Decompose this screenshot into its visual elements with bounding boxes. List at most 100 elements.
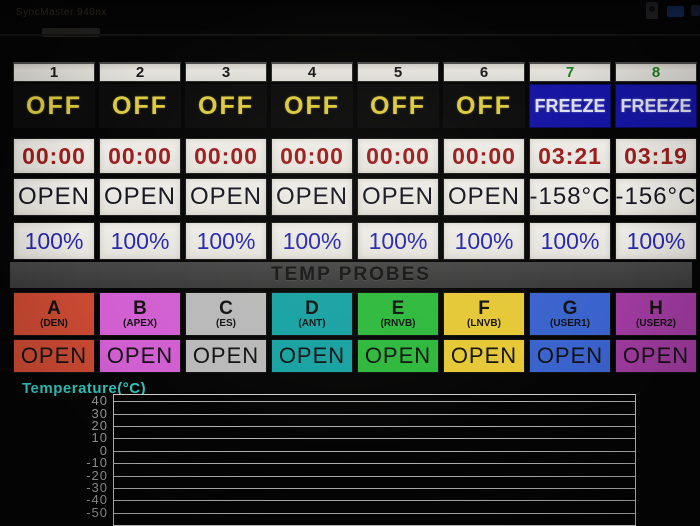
channel-number-header[interactable]: 1 bbox=[13, 62, 95, 82]
probe-site-label: (USER2) bbox=[635, 317, 676, 329]
channel-column: 4 OFF 00:00 OPEN 100% bbox=[271, 62, 353, 260]
probe-site-label: (ANT) bbox=[298, 317, 326, 329]
probe-temperature-readout: OPEN bbox=[443, 339, 525, 373]
bezel-edge bbox=[0, 34, 700, 36]
channel-intensity-readout: 100% bbox=[443, 222, 525, 260]
channel-intensity-readout: 100% bbox=[13, 222, 95, 260]
probe-site-label: (APEX) bbox=[123, 317, 157, 329]
probe-temperature-readout: OPEN bbox=[615, 339, 697, 373]
bezel-glare bbox=[42, 28, 100, 37]
channel-status-button[interactable]: OFF bbox=[443, 84, 525, 128]
channel-intensity-readout: 100% bbox=[357, 222, 439, 260]
channel-number-header[interactable]: 6 bbox=[443, 62, 525, 82]
channel-column: 1 OFF 00:00 OPEN 100% bbox=[13, 62, 95, 260]
channel-status-button[interactable]: OFF bbox=[357, 84, 439, 128]
probe-column: B (APEX) OPEN bbox=[99, 292, 181, 373]
channel-status-button[interactable]: OFF bbox=[99, 84, 181, 128]
channel-status-button[interactable]: OFF bbox=[13, 84, 95, 128]
chart-y-tick-label: 40 bbox=[91, 393, 108, 409]
chart-gridline bbox=[114, 401, 635, 403]
probe-site-label: (DEN) bbox=[40, 317, 68, 329]
probe-column: H (USER2) OPEN bbox=[615, 292, 697, 373]
temp-probes-section-header: TEMP PROBES bbox=[10, 262, 692, 288]
probe-letter: H bbox=[649, 297, 663, 319]
channel-timer-readout: 00:00 bbox=[443, 138, 525, 174]
channel-number-header[interactable]: 2 bbox=[99, 62, 181, 82]
probe-column: F (LNVB) OPEN bbox=[443, 292, 525, 373]
probe-header-button[interactable]: A (DEN) bbox=[13, 292, 95, 336]
photo-overlay-badge-2 bbox=[691, 5, 700, 16]
channel-timer-readout: 00:00 bbox=[13, 138, 95, 174]
chart-plot-area bbox=[113, 394, 636, 526]
monitor-brand-label: SyncMaster 940nx bbox=[16, 7, 107, 18]
probe-temperature-readout: OPEN bbox=[13, 339, 95, 373]
probe-site-label: (RNVB) bbox=[380, 317, 416, 329]
channel-timer-readout: 00:00 bbox=[185, 138, 267, 174]
channel-intensity-readout: 100% bbox=[529, 222, 611, 260]
channel-temperature-readout: OPEN bbox=[271, 178, 353, 216]
channel-column: 7 FREEZE 03:21 -158°C 100% bbox=[529, 62, 611, 260]
chart-gridline bbox=[114, 500, 635, 502]
channel-number-header[interactable]: 3 bbox=[185, 62, 267, 82]
channel-number-header[interactable]: 8 bbox=[615, 62, 697, 82]
probe-letter: G bbox=[562, 297, 578, 319]
probe-letter: B bbox=[133, 297, 147, 319]
channel-intensity-readout: 100% bbox=[615, 222, 697, 260]
channel-column: 6 OFF 00:00 OPEN 100% bbox=[443, 62, 525, 260]
chart-gridline bbox=[114, 463, 635, 465]
channel-temperature-readout: -158°C bbox=[529, 178, 611, 216]
probe-header-button[interactable]: D (ANT) bbox=[271, 292, 353, 336]
chart-gridline bbox=[114, 512, 635, 514]
chart-gridline bbox=[114, 438, 635, 440]
channel-intensity-readout: 100% bbox=[271, 222, 353, 260]
channel-number-header[interactable]: 4 bbox=[271, 62, 353, 82]
channel-number-header[interactable]: 7 bbox=[529, 62, 611, 82]
channel-status-button[interactable]: OFF bbox=[271, 84, 353, 128]
probe-site-label: (LNVB) bbox=[467, 317, 501, 329]
photo-overlay-badge bbox=[667, 6, 684, 17]
channel-temperature-readout: -156°C bbox=[615, 178, 697, 216]
channel-temperature-readout: OPEN bbox=[99, 178, 181, 216]
channel-status-button[interactable]: FREEZE bbox=[529, 84, 611, 128]
probe-temperature-readout: OPEN bbox=[185, 339, 267, 373]
channel-number-header[interactable]: 5 bbox=[357, 62, 439, 82]
probe-site-label: (USER1) bbox=[549, 317, 590, 329]
channel-column: 5 OFF 00:00 OPEN 100% bbox=[357, 62, 439, 260]
probe-grid: A (DEN) OPEN B (APEX) OPEN C (ES) OPEN D… bbox=[13, 292, 700, 373]
probe-temperature-readout: OPEN bbox=[529, 339, 611, 373]
channel-grid: 1 OFF 00:00 OPEN 100% 2 OFF 00:00 OPEN 1… bbox=[13, 62, 700, 260]
chart-gridline bbox=[114, 450, 635, 452]
chart-y-tick-label: -10 bbox=[86, 455, 108, 471]
probe-temperature-readout: OPEN bbox=[99, 339, 181, 373]
chart-gridline bbox=[114, 413, 635, 415]
probe-letter: A bbox=[47, 297, 61, 319]
probe-column: C (ES) OPEN bbox=[185, 292, 267, 373]
channel-timer-readout: 00:00 bbox=[271, 138, 353, 174]
channel-column: 8 FREEZE 03:19 -156°C 100% bbox=[615, 62, 697, 260]
chart-y-tick-label: -50 bbox=[86, 504, 108, 520]
probe-header-button[interactable]: F (LNVB) bbox=[443, 292, 525, 336]
chart-gridline bbox=[114, 475, 635, 477]
chart-y-tick-label: 20 bbox=[91, 418, 108, 433]
chart-y-tick-label: -30 bbox=[86, 480, 108, 495]
chart-y-tick-label: -40 bbox=[86, 492, 108, 508]
channel-status-button[interactable]: OFF bbox=[185, 84, 267, 128]
chart-y-tick-label: 30 bbox=[91, 405, 108, 421]
channel-temperature-readout: OPEN bbox=[443, 178, 525, 216]
channel-column: 2 OFF 00:00 OPEN 100% bbox=[99, 62, 181, 260]
chart-title: Temperature(°C) bbox=[22, 380, 147, 397]
probe-column: D (ANT) OPEN bbox=[271, 292, 353, 373]
channel-intensity-readout: 100% bbox=[185, 222, 267, 260]
probe-header-button[interactable]: G (USER1) bbox=[529, 292, 611, 336]
chart-gridline bbox=[114, 426, 635, 427]
probe-header-button[interactable]: B (APEX) bbox=[99, 292, 181, 336]
channel-temperature-readout: OPEN bbox=[185, 178, 267, 216]
probe-header-button[interactable]: C (ES) bbox=[185, 292, 267, 336]
channel-intensity-readout: 100% bbox=[99, 222, 181, 260]
probe-letter: C bbox=[219, 297, 233, 319]
probe-header-button[interactable]: E (RNVB) bbox=[357, 292, 439, 336]
channel-status-button[interactable]: FREEZE bbox=[615, 84, 697, 128]
chart-gridline bbox=[114, 488, 635, 489]
probe-header-button[interactable]: H (USER2) bbox=[615, 292, 697, 336]
probe-column: A (DEN) OPEN bbox=[13, 292, 95, 373]
